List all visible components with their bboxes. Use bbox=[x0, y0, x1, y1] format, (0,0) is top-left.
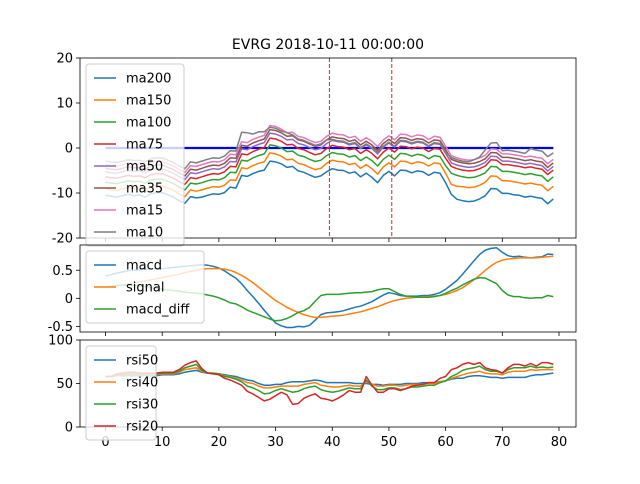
moving-averages-panel: -20-1001020ma200ma150ma100ma75ma50ma35ma… bbox=[52, 52, 577, 247]
legend-box bbox=[85, 345, 157, 441]
legend-label: ma50 bbox=[126, 160, 163, 175]
y-tick-label: 10 bbox=[56, 97, 73, 112]
macd-panel: -0.5 0 0.5 macd signal macd_diff bbox=[48, 244, 577, 336]
legend-label: signal bbox=[126, 281, 164, 296]
legend: ma200 ma150 ma100 ma75 ma50 ma35 ma15 ma10 bbox=[85, 63, 185, 247]
legend-label: ma15 bbox=[126, 204, 163, 219]
y-tick-label: 0 bbox=[65, 142, 73, 157]
x-tick-label: 0 bbox=[101, 435, 109, 450]
legend-box bbox=[85, 63, 185, 247]
axes-frame bbox=[79, 57, 577, 239]
x-tick-label: 70 bbox=[494, 435, 511, 450]
y-tick-label: 50 bbox=[56, 377, 73, 392]
y-tick-label: 0.5 bbox=[52, 264, 73, 279]
chart-title: EVRG 2018-10-11 00:00:00 bbox=[232, 37, 424, 53]
x-tick-label: 60 bbox=[437, 435, 454, 450]
legend: macd signal macd_diff bbox=[85, 250, 205, 324]
x-tick-label: 20 bbox=[211, 435, 228, 450]
legend-label: ma75 bbox=[126, 138, 163, 153]
series-line-rsi20 bbox=[105, 360, 554, 406]
x-tick-label: 50 bbox=[381, 435, 398, 450]
y-tick-label: -20 bbox=[52, 232, 73, 247]
legend-label: rsi30 bbox=[126, 398, 158, 413]
legend-label: macd bbox=[126, 259, 162, 274]
legend-box bbox=[85, 250, 205, 324]
y-tick-label: 100 bbox=[48, 334, 73, 349]
legend-label: ma35 bbox=[126, 182, 163, 197]
x-tick-label: 30 bbox=[267, 435, 284, 450]
legend-label: ma10 bbox=[126, 226, 163, 241]
legend-label: ma150 bbox=[126, 94, 171, 109]
y-tick-label: -0.5 bbox=[48, 320, 73, 335]
axes-frame bbox=[79, 244, 577, 333]
series-line-rsi40 bbox=[105, 367, 554, 389]
x-tick-label: 10 bbox=[154, 435, 171, 450]
x-tick-label: 80 bbox=[551, 435, 568, 450]
y-tick-label: 0 bbox=[65, 292, 73, 307]
series-line-rsi50 bbox=[105, 369, 554, 386]
y-tick-label: -10 bbox=[52, 187, 73, 202]
legend-label: rsi50 bbox=[126, 354, 158, 369]
y-tick-label: 0 bbox=[65, 421, 73, 436]
legend: rsi50 rsi40 rsi30 rsi20 bbox=[85, 345, 158, 441]
legend-label: rsi40 bbox=[126, 376, 158, 391]
legend-label: ma200 bbox=[126, 72, 171, 87]
axes-frame bbox=[79, 339, 577, 428]
legend-label: ma100 bbox=[126, 116, 171, 131]
x-tick-label: 40 bbox=[324, 435, 341, 450]
legend-label: macd_diff bbox=[126, 303, 190, 318]
series-line-rsi30 bbox=[105, 363, 554, 395]
y-tick-label: 20 bbox=[56, 52, 73, 67]
legend-label: rsi20 bbox=[126, 420, 158, 435]
